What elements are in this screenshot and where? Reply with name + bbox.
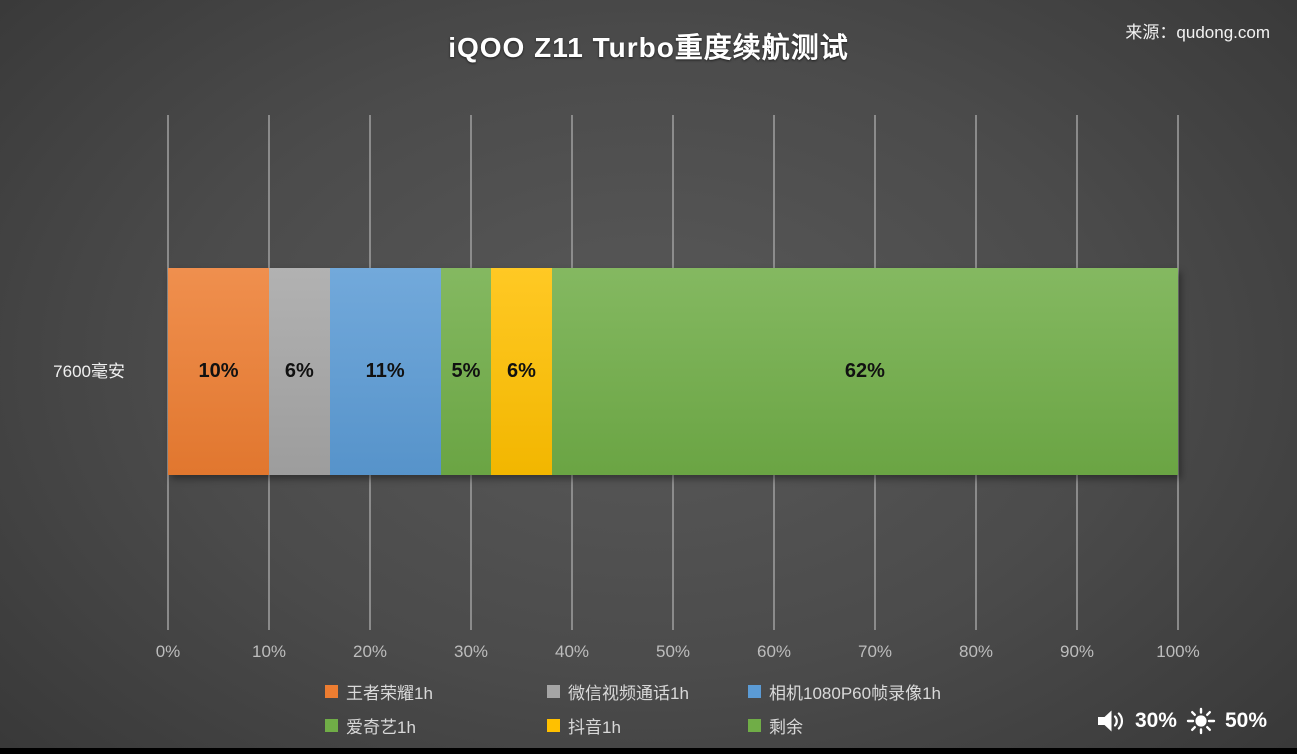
legend-item: 微信视频通话1h <box>547 681 689 703</box>
bar-segment: 6% <box>269 268 330 475</box>
legend-item: 王者荣耀1h <box>325 681 433 703</box>
speaker-icon <box>1097 710 1123 732</box>
legend-swatch <box>748 684 761 698</box>
segment-value-label: 10% <box>198 360 239 382</box>
legend-label: 王者荣耀1h <box>346 683 433 703</box>
segment-value-label: 6% <box>284 360 314 382</box>
x-axis: 0% 10% 20% 30% 40% 50% 60% 70% 80% 90% 100% <box>156 642 1200 664</box>
legend-item: 剩余 <box>748 715 803 737</box>
bar-segment: 6% <box>491 268 552 475</box>
source-credit: 来源：qudong.com <box>1125 23 1270 42</box>
x-axis-tick-label: 50% <box>655 642 691 661</box>
bar-segment: 5% <box>440 268 492 475</box>
y-axis-category-label: 7600毫安 <box>53 362 125 381</box>
bar-segment: 62% <box>551 268 1178 475</box>
legend-item: 爱奇艺1h <box>325 715 416 737</box>
stacked-bar: 10% 6% 11% 5% 6% 62% <box>168 268 1178 475</box>
x-axis-tick-label: 100% <box>1156 642 1200 661</box>
brightness-value: 50% <box>1224 709 1267 732</box>
bar-segment: 10% <box>168 268 269 475</box>
legend-label: 剩余 <box>769 717 803 737</box>
x-axis-tick-label: 60% <box>756 642 792 661</box>
legend-swatch <box>325 684 338 698</box>
legend-swatch <box>547 718 560 732</box>
bar-segment: 11% <box>329 268 441 475</box>
x-axis-tick-label: 90% <box>1059 642 1095 661</box>
plot-area: 10% 6% 11% 5% 6% 62% <box>167 115 1179 630</box>
legend-label: 相机1080P60帧录像1h <box>769 683 941 703</box>
x-axis-tick-label: 30% <box>453 642 489 661</box>
x-axis-tick-label: 40% <box>554 642 590 661</box>
legend-swatch <box>325 718 338 732</box>
gridline <box>1177 115 1179 630</box>
segment-value-label: 5% <box>451 360 481 382</box>
volume-value: 30% <box>1134 709 1177 732</box>
legend-item: 相机1080P60帧录像1h <box>748 681 941 703</box>
legend-item: 抖音1h <box>547 715 621 737</box>
chart-title: iQOO Z11 Turbo重度续航测试 <box>448 32 849 63</box>
bottom-strip <box>0 748 1297 754</box>
x-axis-tick-label: 80% <box>958 642 994 661</box>
status-bar: 30% 50% <box>1096 702 1267 740</box>
x-axis-tick-label: 70% <box>857 642 893 661</box>
x-axis-tick-label: 0% <box>155 642 181 661</box>
sun-icon <box>1186 707 1216 735</box>
legend-swatch <box>748 718 761 732</box>
segment-value-label: 6% <box>507 360 536 382</box>
legend-swatch <box>547 684 560 698</box>
segment-value-label: 62% <box>844 360 885 382</box>
legend-label: 微信视频通话1h <box>568 683 689 703</box>
legend-label: 爱奇艺1h <box>346 717 416 737</box>
x-axis-tick-label: 20% <box>352 642 388 661</box>
segment-value-label: 11% <box>365 360 405 382</box>
legend-label: 抖音1h <box>568 717 621 737</box>
x-axis-tick-label: 10% <box>251 642 287 661</box>
